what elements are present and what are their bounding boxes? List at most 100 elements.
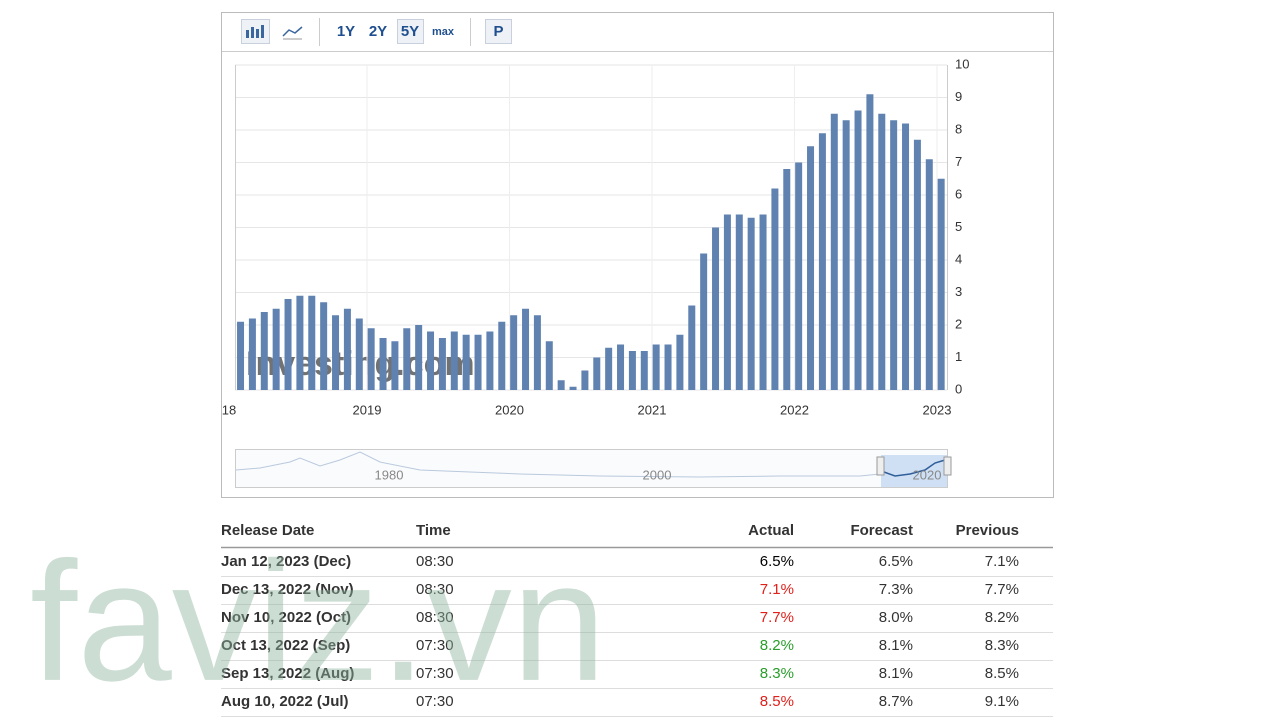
- x-tick-label: 2019: [353, 402, 382, 417]
- bar: [854, 110, 862, 390]
- range-selected: [397, 19, 424, 44]
- table-header: Previous: [956, 522, 1019, 539]
- x-tick-label: 2021: [638, 402, 667, 417]
- y-tick-label: 1: [955, 349, 962, 364]
- range-button[interactable]: 2Y: [369, 23, 387, 40]
- bar: [818, 133, 826, 390]
- bar: [403, 328, 411, 390]
- bar: [486, 331, 494, 390]
- bar: [367, 328, 375, 390]
- bar: [652, 344, 660, 390]
- y-tick-label: 3: [955, 284, 962, 299]
- bar: [415, 325, 423, 390]
- navigator-handle[interactable]: [876, 456, 885, 476]
- bar: [617, 344, 625, 390]
- table-header: Time: [416, 522, 451, 539]
- bar: [427, 331, 435, 390]
- bar: [391, 341, 399, 390]
- table-cell: 08:30: [416, 553, 454, 570]
- print-button-bg: [485, 19, 512, 44]
- bar-chart-button[interactable]: [241, 19, 270, 44]
- bar: [355, 318, 363, 390]
- bar: [890, 120, 898, 390]
- table-cell: Aug 10, 2022 (Jul): [221, 693, 349, 710]
- bar: [343, 308, 351, 390]
- bar: [842, 120, 850, 390]
- print-button[interactable]: P: [493, 23, 503, 40]
- table-cell: 7.3%: [879, 581, 913, 598]
- line-chart-button[interactable]: [282, 26, 303, 40]
- table-cell: 8.3%: [760, 665, 794, 682]
- bar: [735, 214, 743, 390]
- table-header: Forecast: [850, 522, 913, 539]
- bar: [498, 321, 506, 390]
- y-tick-label: 9: [955, 89, 962, 104]
- y-tick-label: 2: [955, 316, 962, 331]
- bar: [296, 295, 304, 390]
- bar: [902, 123, 910, 390]
- table-cell: 8.7%: [879, 693, 913, 710]
- range-button[interactable]: 1Y: [337, 23, 355, 40]
- table-cell: 07:30: [416, 637, 454, 654]
- bar: [593, 357, 601, 390]
- table-cell: 8.5%: [985, 665, 1019, 682]
- navigator-label: 1980: [375, 467, 404, 482]
- navigator-line: [235, 451, 881, 478]
- y-tick-label: 0: [955, 381, 962, 396]
- table-cell: 6.5%: [879, 553, 913, 570]
- overlay-watermark: faviz.vn: [30, 527, 606, 717]
- table-cell: 8.1%: [879, 665, 913, 682]
- navigator-handle[interactable]: [943, 456, 952, 476]
- bar: [379, 338, 387, 390]
- navigator-label: 2000: [643, 467, 672, 482]
- bar: [581, 370, 589, 390]
- table-cell: 8.1%: [879, 637, 913, 654]
- bar: [700, 253, 708, 390]
- table-cell: 08:30: [416, 609, 454, 626]
- y-tick-label: 6: [955, 186, 962, 201]
- bar: [807, 146, 815, 390]
- bar: [759, 214, 767, 390]
- table-cell: 8.0%: [879, 609, 913, 626]
- bar: [913, 139, 921, 390]
- navigator-selection[interactable]: [881, 455, 947, 487]
- bar: [474, 334, 482, 390]
- table-cell: 7.1%: [985, 553, 1019, 570]
- bar: [688, 305, 696, 390]
- range-button[interactable]: 5Y: [401, 23, 419, 40]
- table-cell: 07:30: [416, 665, 454, 682]
- bar: [272, 308, 280, 390]
- bar: [605, 347, 613, 390]
- bar: [925, 159, 933, 390]
- bar: [795, 162, 803, 390]
- y-tick-label: 5: [955, 219, 962, 234]
- table-cell: Jan 12, 2023 (Dec): [221, 553, 351, 570]
- table-cell: 8.2%: [985, 609, 1019, 626]
- table-cell: 9.1%: [985, 693, 1019, 710]
- table-cell: 7.1%: [760, 581, 794, 598]
- bar: [462, 334, 470, 390]
- bar: [320, 302, 328, 390]
- y-tick-label: 4: [955, 251, 962, 266]
- navigator-selection-line: [883, 459, 946, 477]
- bar: [937, 178, 945, 390]
- x-tick-label: 18: [222, 402, 236, 417]
- bar: [260, 312, 268, 390]
- range-button[interactable]: max: [432, 26, 455, 38]
- navigator: [235, 449, 948, 488]
- table-header: Actual: [748, 522, 794, 539]
- table-cell: 7.7%: [760, 609, 794, 626]
- bar: [237, 321, 245, 390]
- bar: [450, 331, 458, 390]
- bar: [308, 295, 316, 390]
- bar: [332, 315, 340, 390]
- bar: [522, 308, 530, 390]
- bar: [723, 214, 731, 390]
- bar: [676, 334, 684, 390]
- table-cell: 6.5%: [760, 553, 794, 570]
- bar: [771, 188, 779, 390]
- bar: [747, 217, 755, 390]
- bar: [533, 315, 541, 390]
